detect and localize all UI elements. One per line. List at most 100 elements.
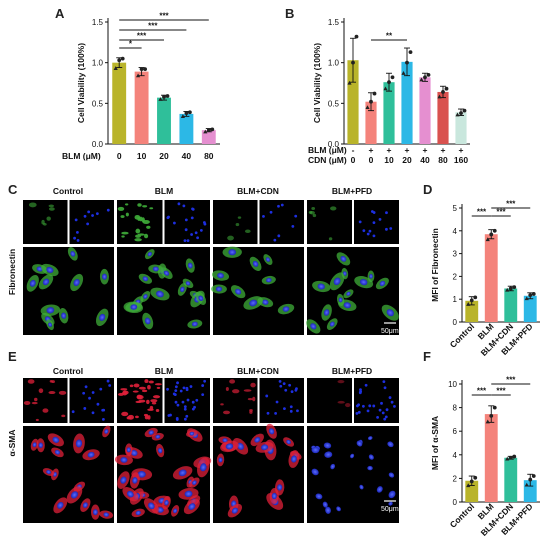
- merged-cell: [367, 436, 373, 441]
- data-point: [139, 67, 144, 72]
- stain-blob: [121, 411, 129, 417]
- stain-blob: [311, 206, 316, 210]
- merged-cell: [138, 273, 153, 284]
- nucleus-dot: [185, 414, 189, 418]
- merged-cell: [122, 486, 139, 502]
- data-point: [473, 475, 478, 480]
- fn-header-blm: BLM: [155, 186, 173, 196]
- merged-cell: [359, 484, 364, 490]
- merged-cell: [325, 506, 331, 514]
- stain-blob: [154, 383, 162, 386]
- data-point: [354, 34, 359, 39]
- x-tick-label: +: [459, 145, 464, 155]
- nucleus-dot: [176, 403, 180, 407]
- merged-cell: [90, 504, 100, 520]
- bar: [201, 130, 216, 144]
- significance-label: ***: [496, 387, 506, 396]
- scale-bar-label-asma: 50μm: [381, 506, 399, 513]
- data-point: [466, 302, 471, 306]
- significance-label: ***: [159, 12, 169, 21]
- row-label-asma: α-SMA: [7, 430, 17, 457]
- y-tick-label: 1.0: [92, 59, 104, 68]
- nucleus-dot: [378, 217, 382, 221]
- micrograph-nuclei-tile: [354, 378, 399, 423]
- merged-cell: [67, 247, 78, 261]
- stain-blob: [330, 206, 337, 211]
- merged-cell: [249, 256, 262, 272]
- x-tick-label: -: [352, 145, 355, 155]
- y-tick-label: 6: [453, 427, 458, 436]
- data-point: [383, 86, 388, 91]
- nucleus-dot: [383, 386, 387, 390]
- nucleus-dot: [358, 391, 362, 395]
- stain-blob: [328, 237, 333, 241]
- nucleus-dot: [385, 227, 388, 231]
- y-tick-label: 0.0: [92, 140, 104, 149]
- data-point: [158, 97, 163, 101]
- nucleus-dot: [361, 404, 365, 408]
- nucleus-dot: [88, 396, 91, 400]
- data-point: [136, 73, 141, 78]
- bar: [484, 414, 498, 502]
- stain-blob: [151, 401, 157, 405]
- y-tick-label: 0.5: [92, 99, 104, 108]
- nucleus-dot: [76, 230, 79, 234]
- nucleus-dot: [76, 239, 80, 242]
- nucleus-dot: [177, 202, 181, 206]
- merged-cell: [288, 450, 300, 468]
- merged-cell: [266, 423, 277, 439]
- data-point: [369, 99, 373, 104]
- merged-cell: [142, 312, 154, 330]
- stain-blob: [220, 403, 224, 406]
- stain-blob: [118, 392, 124, 396]
- nucleus-dot: [183, 239, 187, 243]
- stain-blob: [125, 212, 129, 217]
- fn-header-control: Control: [53, 186, 83, 196]
- data-point: [489, 413, 494, 418]
- nucleus-dot: [366, 409, 370, 413]
- significance-label: ***: [506, 200, 516, 209]
- merged-cell: [274, 479, 285, 496]
- stain-blob: [133, 383, 140, 388]
- x-tick-label: 0: [369, 155, 374, 165]
- x-tick-label: 40: [420, 155, 430, 165]
- merged-cell: [367, 465, 373, 471]
- nucleus-dot: [364, 383, 368, 387]
- merged-cell: [255, 441, 274, 453]
- merged-cell: [99, 268, 109, 285]
- nucleus-dot: [196, 236, 199, 240]
- merged-cell: [306, 319, 321, 334]
- nucleus-dot: [189, 385, 193, 388]
- nucleus-dot: [362, 229, 366, 233]
- merged-cell: [51, 447, 64, 458]
- nucleus-dot: [278, 379, 282, 383]
- nucleus-dot: [174, 400, 178, 404]
- x-tick-label: 40: [182, 151, 192, 161]
- merged-cell: [177, 282, 187, 296]
- micrograph-nuclei-tile: [259, 200, 304, 244]
- data-point: [444, 86, 449, 91]
- nucleus-dot: [199, 229, 203, 232]
- bar: [523, 295, 537, 322]
- merged-cell: [211, 284, 227, 294]
- stain-blob: [247, 398, 253, 401]
- merged-cell: [36, 438, 45, 453]
- nucleus-dot: [91, 391, 95, 394]
- nucleus-dot: [381, 411, 385, 415]
- nucleus-dot: [182, 386, 186, 390]
- data-point: [184, 111, 189, 115]
- nucleus-dot: [389, 227, 393, 230]
- panel-label-f: F: [423, 349, 431, 364]
- x-tick-label: 80: [204, 151, 214, 161]
- stain-blob: [27, 379, 35, 384]
- stain-blob: [250, 382, 256, 388]
- merged-cell: [356, 440, 363, 447]
- nucleus-dot: [284, 388, 288, 392]
- stain-blob: [222, 410, 231, 415]
- bar: [157, 97, 171, 144]
- stain-blob: [122, 390, 129, 395]
- y-tick-label: 4: [453, 451, 458, 460]
- data-point: [120, 56, 125, 61]
- data-point: [524, 296, 529, 301]
- nucleus-dot: [190, 233, 193, 236]
